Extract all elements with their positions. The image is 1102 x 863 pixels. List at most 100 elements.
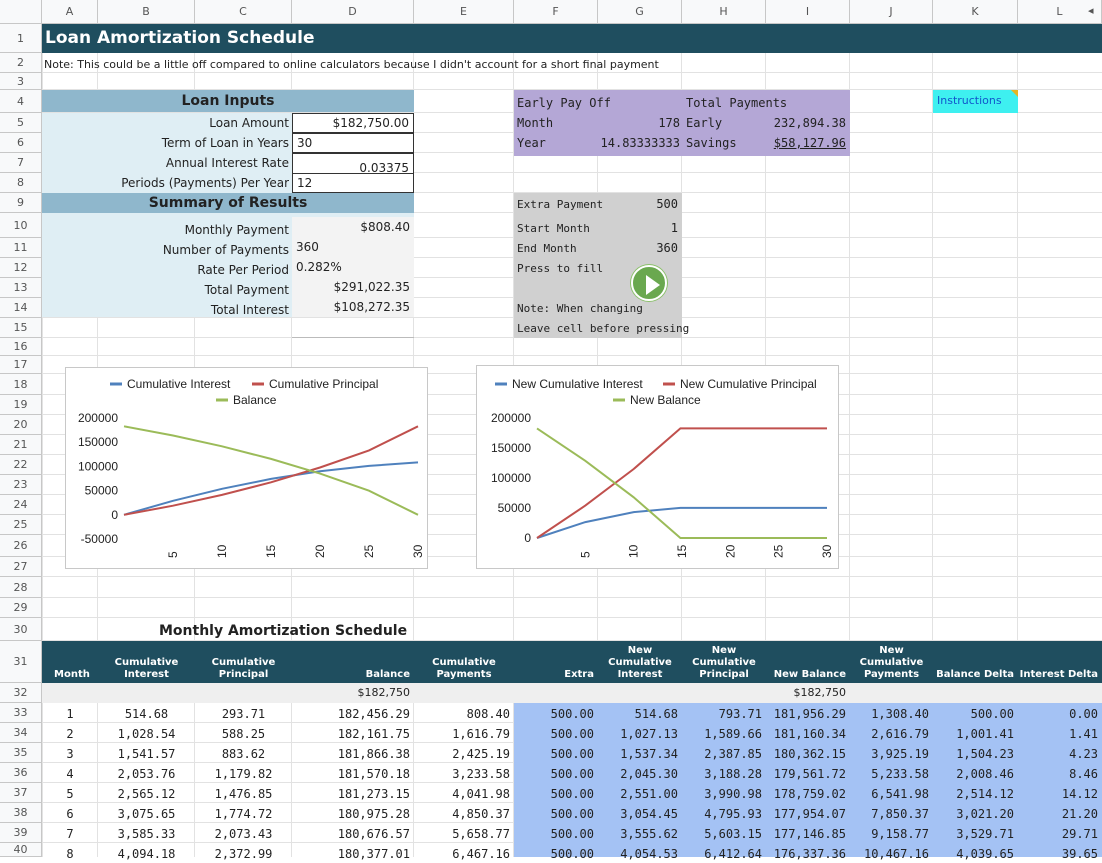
schedule-cell[interactable]: 3,925.19 [871, 747, 929, 761]
summary-label[interactable]: Total Interest [210, 303, 289, 317]
schedule-cell[interactable]: 3,054.45 [620, 807, 678, 821]
instructions-button[interactable]: Instructions [933, 90, 1018, 113]
schedule-header-cell[interactable]: Cumulative Payments [414, 641, 514, 683]
schedule-cell[interactable]: 500.00 [550, 827, 594, 841]
savings-label[interactable]: Savings [686, 136, 737, 150]
row-header-8[interactable]: 8 [0, 173, 42, 193]
early-payoff-year-value[interactable]: 14.83333333 [600, 136, 680, 150]
schedule-cell[interactable]: 293.71 [221, 707, 266, 721]
schedule-cell[interactable]: 1,001.41 [956, 727, 1014, 741]
early-payoff-month-value[interactable]: 178 [658, 116, 680, 130]
summary-label[interactable]: Number of Payments [162, 243, 289, 257]
early-value[interactable]: 232,894.38 [773, 116, 846, 130]
schedule-cell[interactable]: 1,537.34 [620, 747, 678, 761]
row-header-40[interactable]: 40 [0, 843, 42, 857]
schedule-cell[interactable]: 3,188.28 [704, 767, 762, 781]
loan-input-label[interactable]: Term of Loan in Years [161, 136, 289, 150]
schedule-cell[interactable]: 514.68 [124, 707, 169, 721]
schedule-cell[interactable]: 4,054.53 [620, 847, 678, 861]
loan-input-label[interactable]: Periods (Payments) Per Year [121, 176, 289, 190]
column-header-d[interactable]: D [292, 0, 414, 24]
loan-input-value[interactable]: 30 [292, 133, 414, 153]
row-header-39[interactable]: 39 [0, 823, 42, 843]
schedule-cell[interactable]: 2,372.99 [214, 847, 273, 861]
row-header-11[interactable]: 11 [0, 238, 42, 258]
schedule-cell[interactable]: 1,179.82 [214, 767, 273, 781]
column-header-h[interactable]: H [682, 0, 766, 24]
row-header-13[interactable]: 13 [0, 278, 42, 298]
schedule-cell[interactable]: 4 [66, 767, 74, 781]
column-header-l[interactable]: L [1018, 0, 1102, 24]
schedule-cell[interactable]: 39.65 [1061, 847, 1098, 861]
row-header-22[interactable]: 22 [0, 455, 42, 475]
schedule-cell[interactable]: 2,387.85 [704, 747, 762, 761]
schedule-cell[interactable]: 7,850.37 [871, 807, 929, 821]
schedule-header-cell[interactable]: New Cumulative Payments [850, 641, 933, 683]
schedule-cell[interactable]: 5 [66, 787, 74, 801]
schedule-cell[interactable]: 7 [66, 827, 74, 841]
savings-value[interactable]: $58,127.96 [773, 136, 846, 150]
schedule-cell[interactable]: 588.25 [221, 727, 266, 741]
schedule-header-cell[interactable]: Month [42, 641, 98, 683]
schedule-header-cell[interactable]: New Cumulative Principal [682, 641, 766, 683]
row-header-14[interactable]: 14 [0, 298, 42, 318]
row-header-37[interactable]: 37 [0, 783, 42, 803]
row-header-38[interactable]: 38 [0, 803, 42, 823]
schedule-header-cell[interactable]: New Balance [766, 641, 850, 683]
schedule-cell[interactable]: 3 [66, 747, 74, 761]
schedule-cell[interactable]: 2,565.12 [117, 787, 176, 801]
row-header-27[interactable]: 27 [0, 557, 42, 577]
schedule-header-cell[interactable]: Balance [292, 641, 414, 683]
schedule-start-balance[interactable]: $182,750 [357, 686, 411, 699]
fill-play-button[interactable] [631, 265, 667, 301]
row-header-35[interactable]: 35 [0, 743, 42, 763]
schedule-cell[interactable]: 3,555.62 [620, 827, 678, 841]
schedule-cell[interactable]: 181,273.15 [337, 787, 410, 801]
schedule-cell[interactable]: 1 [66, 707, 74, 721]
schedule-cell[interactable]: 500.00 [550, 747, 594, 761]
schedule-cell[interactable]: 4,039.65 [956, 847, 1014, 861]
schedule-cell[interactable]: 3,021.20 [956, 807, 1014, 821]
schedule-cell[interactable]: 1,027.13 [620, 727, 678, 741]
end-month-value[interactable]: 360 [656, 241, 678, 255]
row-header-31[interactable]: 31 [0, 641, 42, 683]
schedule-cell[interactable]: 500.00 [550, 847, 594, 861]
row-header-24[interactable]: 24 [0, 495, 42, 515]
summary-value[interactable]: $108,272.35 [292, 297, 414, 317]
row-header-36[interactable]: 36 [0, 763, 42, 783]
row-header-12[interactable]: 12 [0, 258, 42, 278]
schedule-header-cell[interactable]: New Cumulative Interest [598, 641, 682, 683]
schedule-cell[interactable]: 514.68 [634, 707, 678, 721]
loan-input-label[interactable]: Loan Amount [209, 116, 289, 130]
start-month-label[interactable]: Start Month [517, 222, 590, 235]
chart-early-payoff[interactable]: New Cumulative Interest New Cumulative Pr… [476, 365, 839, 569]
row-header-7[interactable]: 7 [0, 153, 42, 173]
schedule-cell[interactable]: 1,028.54 [117, 727, 176, 741]
schedule-cell[interactable]: 8.46 [1069, 767, 1098, 781]
schedule-cell[interactable]: 2,008.46 [956, 767, 1014, 781]
row-header-20[interactable]: 20 [0, 415, 42, 435]
loan-input-value[interactable]: 12 [292, 173, 414, 193]
schedule-cell[interactable]: 883.62 [221, 747, 266, 761]
row-header-17[interactable]: 17 [0, 356, 42, 374]
schedule-cell[interactable]: 29.71 [1061, 827, 1098, 841]
schedule-cell[interactable]: 3,529.71 [956, 827, 1014, 841]
row-header-21[interactable]: 21 [0, 435, 42, 455]
row-header-26[interactable]: 26 [0, 535, 42, 557]
schedule-cell[interactable]: 5,658.77 [452, 827, 510, 841]
schedule-cell[interactable]: 180,975.28 [337, 807, 410, 821]
schedule-cell[interactable]: 3,990.98 [704, 787, 762, 801]
schedule-cell[interactable]: 181,866.38 [337, 747, 410, 761]
schedule-cell[interactable]: 176,337.36 [773, 847, 846, 861]
column-header-f[interactable]: F [514, 0, 598, 24]
early-payoff-year-label[interactable]: Year [517, 136, 546, 150]
row-header-9[interactable]: 9 [0, 193, 42, 213]
schedule-cell[interactable]: 500.00 [550, 707, 594, 721]
schedule-cell[interactable]: 1,541.57 [117, 747, 176, 761]
summary-label[interactable]: Monthly Payment [184, 223, 289, 237]
schedule-header-cell[interactable]: Balance Delta [933, 641, 1018, 683]
chart-original-loan[interactable]: Cumulative Interest Cumulative Principal B… [65, 367, 428, 569]
schedule-cell[interactable]: 0.00 [1069, 707, 1098, 721]
schedule-title[interactable]: Monthly Amortization Schedule [159, 623, 408, 639]
schedule-cell[interactable]: 4,041.98 [452, 787, 510, 801]
